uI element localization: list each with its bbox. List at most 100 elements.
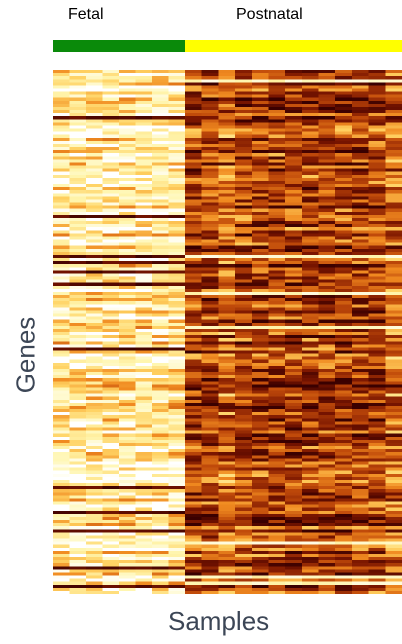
heatmap-cell <box>168 325 186 330</box>
heatmap-cell <box>368 116 386 120</box>
heatmap-cell <box>268 436 286 441</box>
heatmap-cell <box>385 421 402 425</box>
heatmap-cell <box>251 473 269 478</box>
heatmap-cell <box>102 134 120 139</box>
heatmap-cell <box>351 211 370 216</box>
heatmap-cell <box>335 335 353 339</box>
heatmap-cell <box>53 412 70 416</box>
heatmap-cell <box>285 227 303 231</box>
heatmap-cell <box>268 415 286 419</box>
heatmap-cell <box>168 526 186 530</box>
heatmap-cell <box>318 288 336 293</box>
heatmap-cell <box>235 159 253 163</box>
heatmap-cell <box>102 353 120 358</box>
heatmap-cell <box>86 177 103 182</box>
heatmap-cell <box>201 174 219 179</box>
heatmap-cell <box>119 236 136 241</box>
heatmap-cell <box>135 412 153 416</box>
heatmap-cell <box>119 214 136 219</box>
heatmap-cell <box>53 159 70 163</box>
heatmap-cell <box>368 85 386 89</box>
heatmap-cell <box>135 581 153 586</box>
heatmap-cell <box>268 498 286 503</box>
heatmap-cell <box>301 279 320 284</box>
heatmap-cell <box>168 507 186 512</box>
heatmap-cell <box>86 97 103 102</box>
heatmap-cell <box>86 150 103 154</box>
heatmap-cell <box>168 486 186 490</box>
heatmap-cell <box>268 187 286 191</box>
heatmap-cell <box>185 402 203 407</box>
heatmap-cell <box>185 143 203 148</box>
heatmap-cell <box>218 510 236 515</box>
heatmap-cell <box>185 217 203 222</box>
heatmap-cell <box>185 322 203 327</box>
heatmap-cell <box>335 535 353 540</box>
heatmap-cell <box>53 113 70 117</box>
heatmap-cell <box>135 205 153 210</box>
heatmap-cell <box>69 73 87 77</box>
heatmap-cell <box>102 458 120 462</box>
heatmap-cell <box>351 495 370 499</box>
heatmap-cell <box>251 359 269 364</box>
heatmap-cell <box>201 273 219 278</box>
heatmap-cell <box>318 473 336 478</box>
heatmap-cell <box>168 177 186 182</box>
heatmap-cell <box>351 304 370 308</box>
heatmap-cell <box>119 365 136 370</box>
heatmap-cell <box>301 513 320 518</box>
heatmap-cell <box>135 236 153 241</box>
heatmap-cell <box>102 230 120 234</box>
heatmap-cell <box>53 73 70 77</box>
heatmap-cell <box>185 316 203 321</box>
heatmap-cell <box>368 387 386 392</box>
heatmap-cell <box>268 396 286 401</box>
heatmap-cell <box>185 332 203 336</box>
heatmap-cell <box>53 190 70 194</box>
heatmap-cell <box>285 467 303 472</box>
heatmap-cell <box>235 171 253 176</box>
heatmap-cell <box>69 307 87 311</box>
heatmap-cell <box>301 455 320 459</box>
heatmap-cell <box>168 261 186 265</box>
heatmap-cell <box>69 217 87 222</box>
heatmap-cell <box>335 544 353 549</box>
heatmap-cell <box>119 572 136 576</box>
heatmap-cell <box>251 372 269 376</box>
heatmap-cell <box>351 566 370 570</box>
heatmap-cell <box>53 288 70 293</box>
heatmap-cell <box>69 221 87 225</box>
heatmap-cell <box>385 418 402 422</box>
heatmap-cell <box>152 464 169 469</box>
heatmap-cell <box>53 464 70 469</box>
heatmap-cell <box>268 405 286 410</box>
heatmap-cell <box>168 168 186 173</box>
heatmap-cell <box>69 110 87 114</box>
heatmap-cell <box>102 495 120 499</box>
heatmap-cell <box>335 384 353 388</box>
heatmap-cell <box>285 415 303 419</box>
heatmap-cell <box>301 122 320 126</box>
heatmap-cell <box>185 547 203 552</box>
heatmap-cell <box>268 110 286 114</box>
heatmap-cell <box>53 221 70 225</box>
heatmap-cell <box>135 381 153 385</box>
heatmap-cell <box>168 125 186 130</box>
heatmap-cell <box>251 402 269 407</box>
heatmap-cell <box>168 110 186 114</box>
heatmap-cell <box>119 298 136 302</box>
heatmap-cell <box>201 538 219 543</box>
heatmap-cell <box>69 412 87 416</box>
heatmap-cell <box>201 100 219 105</box>
heatmap-cell <box>385 76 402 80</box>
heatmap-cell <box>251 94 269 99</box>
heatmap-cell <box>285 359 303 364</box>
heatmap-cell <box>301 368 320 373</box>
heatmap-cell <box>301 162 320 167</box>
heatmap-cell <box>152 168 169 173</box>
heatmap-cell <box>235 409 253 413</box>
heatmap-cell <box>318 581 336 586</box>
heatmap-cell <box>69 82 87 86</box>
heatmap-cell <box>368 190 386 194</box>
heatmap-cell <box>218 134 236 139</box>
